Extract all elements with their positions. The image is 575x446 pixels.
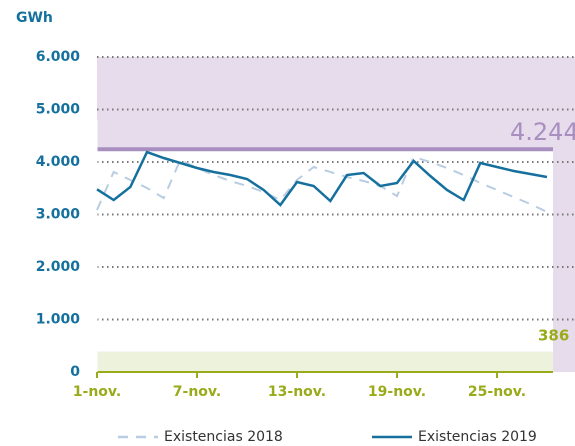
y-tick-label: 1.000 bbox=[36, 312, 81, 328]
y-tick-label: 4.000 bbox=[36, 154, 81, 170]
legend-label: Existencias 2018 bbox=[164, 429, 283, 445]
series-line bbox=[96, 150, 548, 207]
plot-area bbox=[97, 149, 553, 352]
upper-level-label: 4.244 bbox=[510, 118, 575, 146]
x-tick-label: 13-nov. bbox=[268, 384, 326, 400]
y-tick-label: 3.000 bbox=[36, 207, 81, 223]
x-tick-label: 25-nov. bbox=[468, 384, 526, 400]
y-tick-label: 5.000 bbox=[36, 102, 81, 118]
y-tick-label: 6.000 bbox=[36, 49, 81, 65]
x-tick-label: 19-nov. bbox=[368, 384, 426, 400]
legend-label: Existencias 2019 bbox=[418, 429, 537, 445]
x-tick-label: 7-nov. bbox=[173, 384, 221, 400]
y-axis-label: GWh bbox=[16, 10, 53, 26]
lower-level-label: 386 bbox=[538, 327, 569, 345]
y-tick-label: 2.000 bbox=[36, 259, 81, 275]
x-tick-label: 1-nov. bbox=[73, 384, 121, 400]
y-tick-label: 0 bbox=[70, 364, 80, 380]
lower-band bbox=[97, 351, 553, 372]
